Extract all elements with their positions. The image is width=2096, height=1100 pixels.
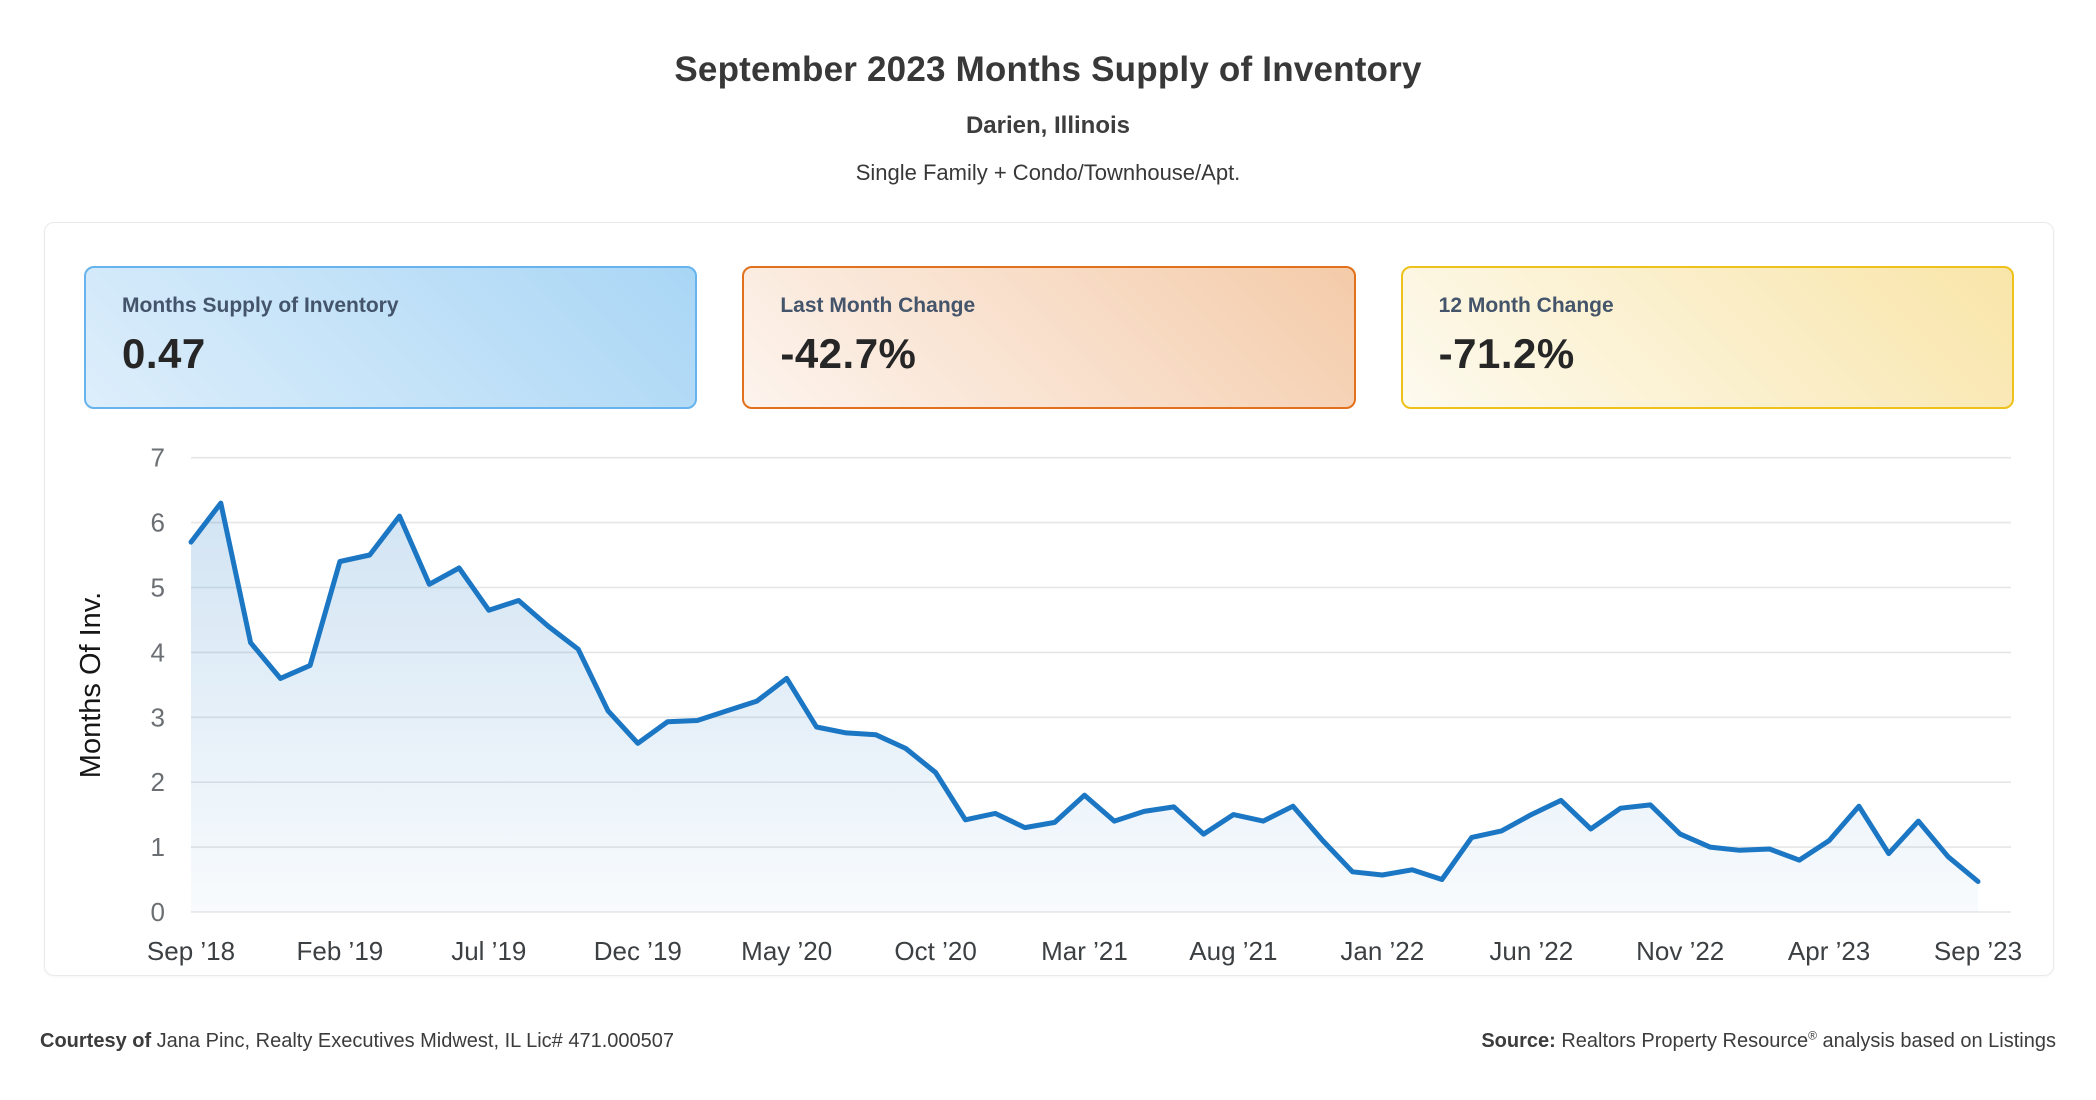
last-month-change-label: Last Month Change	[780, 294, 976, 317]
months-supply-card: Months Supply of Inventory 0.47	[84, 266, 698, 409]
twelve-month-change-card: 12 Month Change -71.2%	[1400, 266, 2014, 409]
x-tick-label: Feb ’19	[297, 936, 384, 966]
months-supply-value: 0.47	[122, 330, 206, 377]
last-month-change-card: Last Month Change -42.7%	[742, 266, 1356, 409]
y-tick-label: 2	[151, 767, 165, 797]
source-text: Source: Realtors Property Resource® anal…	[1481, 1028, 2057, 1053]
source-detail-pre: Realtors Property Resource	[1555, 1030, 1809, 1052]
y-tick-label: 7	[151, 443, 165, 473]
property-types-subtitle: Single Family + Condo/Townhouse/Apt.	[855, 160, 1241, 185]
x-tick-label: Jun ’22	[1489, 936, 1573, 966]
courtesy-label: Courtesy of	[40, 1030, 152, 1052]
last-month-change-value: -42.7%	[780, 330, 917, 377]
inventory-line-chart: 0 1 2 3 4 5 6 7 Sep ’18 Feb ’19 Jul ’19 Dec ’19 May …	[75, 443, 2022, 966]
y-tick-label: 0	[151, 897, 165, 927]
y-axis-title: Months Of Inv.	[75, 592, 107, 778]
source-label: Source:	[1481, 1030, 1556, 1052]
months-supply-label: Months Supply of Inventory	[122, 294, 399, 317]
courtesy-text: Courtesy of Jana Pinc, Realty Executives…	[40, 1030, 674, 1053]
twelve-month-change-label: 12 Month Change	[1438, 294, 1614, 317]
axis-labels: 0 1 2 3 4 5 6 7 Sep ’18 Feb ’19 Jul ’19 Dec ’19 May …	[75, 443, 2022, 966]
source-detail-post: analysis based on Listings	[1816, 1030, 2057, 1052]
twelve-month-change-value: -71.2%	[1438, 330, 1575, 377]
area-series	[188, 500, 1981, 912]
y-tick-label: 5	[151, 573, 165, 603]
x-tick-label: Apr ’23	[1788, 936, 1870, 966]
x-tick-label: Mar ’21	[1041, 936, 1128, 966]
registered-mark: ®	[1808, 1028, 1817, 1043]
location-subtitle: Darien, Illinois	[965, 112, 1131, 139]
x-tick-label: Aug ’21	[1189, 936, 1277, 966]
stat-cards-row: Months Supply of Inventory 0.47 Last Mon…	[84, 266, 2014, 409]
y-tick-label: 6	[151, 508, 165, 538]
y-tick-label: 3	[151, 702, 165, 732]
series-area-fill	[191, 503, 1978, 912]
x-tick-label: Oct ’20	[894, 936, 976, 966]
x-tick-label: Jul ’19	[451, 936, 526, 966]
x-tick-label: May ’20	[741, 936, 832, 966]
x-tick-label: Sep ’23	[1934, 936, 2022, 966]
x-tick-label: Sep ’18	[147, 936, 235, 966]
series-line	[188, 500, 1981, 884]
chart-panel: Months Supply of Inventory 0.47 Last Mon…	[44, 222, 2054, 976]
page-title: September 2023 Months Supply of Inventor…	[674, 50, 1422, 89]
y-tick-label: 1	[151, 832, 165, 862]
x-tick-label: Dec ’19	[594, 936, 682, 966]
y-tick-label: 4	[151, 637, 165, 667]
courtesy-detail: Jana Pinc, Realty Executives Midwest, IL…	[151, 1030, 675, 1052]
x-tick-label: Nov ’22	[1636, 936, 1724, 966]
x-tick-label: Jan ’22	[1340, 936, 1424, 966]
